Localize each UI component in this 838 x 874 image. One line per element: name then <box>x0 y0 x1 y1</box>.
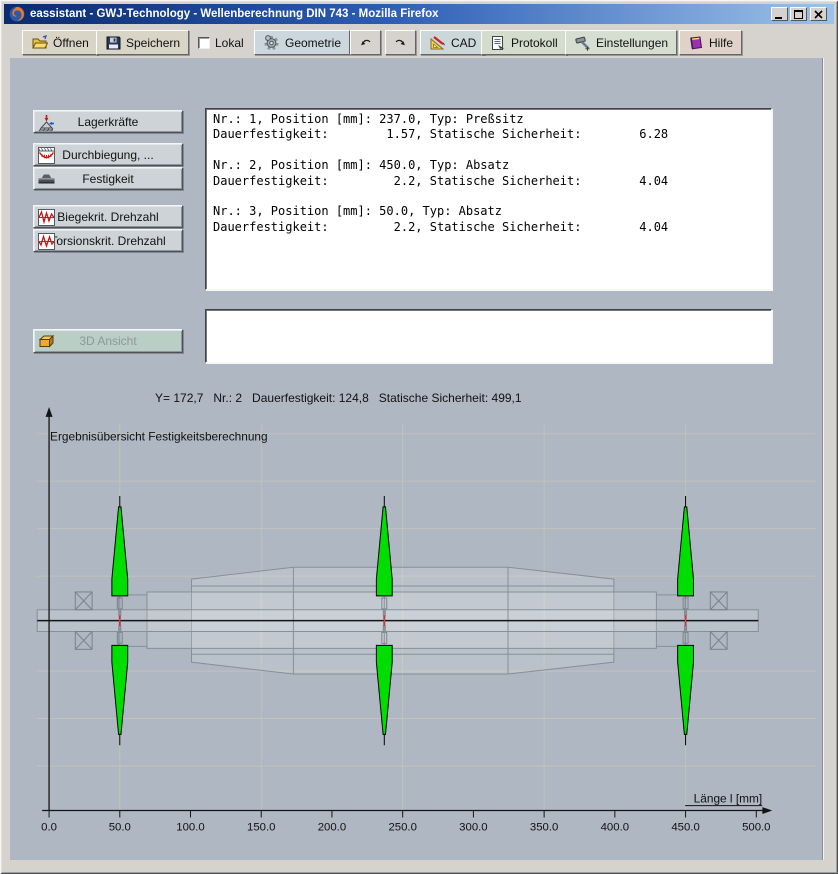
protokoll-button-label: Protokoll <box>511 35 558 50</box>
deflection-icon <box>38 147 55 164</box>
x-tick-label: 300.0 <box>459 821 487 833</box>
bearing-cross <box>709 631 728 650</box>
sidebar-item-label: Biegekrit. Drehzahl <box>57 209 159 224</box>
close-icon <box>814 9 823 19</box>
bearing-forces-icon <box>38 115 54 132</box>
pin-red-mark <box>118 615 121 620</box>
torsion-speed-icon <box>38 233 55 250</box>
lokal-checkbox-label: Lokal <box>215 35 244 50</box>
sidebar-item-3d-ansicht[interactable]: 3D Ansicht <box>33 329 183 353</box>
message-text <box>206 310 771 316</box>
open-folder-icon <box>32 34 48 48</box>
cube-3d-icon <box>38 334 55 348</box>
x-tick-label: 500.0 <box>742 821 770 833</box>
sidebar-item-biegekrit-drehzahl[interactable]: Biegekrit. Drehzahl <box>33 205 183 228</box>
x-axis-arrow <box>762 807 773 815</box>
lokal-checkbox[interactable] <box>198 36 210 49</box>
cad-button-label: CAD <box>451 35 477 50</box>
sidebar-item-torsionskrit-drehzahl[interactable]: Torsionskrit. Drehzahl <box>33 229 183 252</box>
x-tick-label: 450.0 <box>671 821 699 833</box>
einstellungen-button-label: Einstellungen <box>596 35 669 50</box>
geometrie-button-label: Geometrie <box>285 35 342 50</box>
strength-overview-chart[interactable]: 0.0 50.0 100.0 150.0 200.0 250.0 300.0 350.0 400… <box>0 405 838 860</box>
chart-status-line: Y= 172,7 Nr.: 2 Dauerfestigkeit: 124,8 S… <box>155 391 522 405</box>
strength-icon <box>38 174 55 184</box>
marker-spike-bottom <box>375 644 393 735</box>
undo-button[interactable] <box>350 30 381 55</box>
bearing-symbol <box>709 631 728 650</box>
undo-icon <box>361 39 371 45</box>
sidebar-item-label: Durchbiegung, ... <box>62 147 154 162</box>
bearing-symbol <box>74 591 93 611</box>
x-tick-label: 50.0 <box>109 821 131 833</box>
sidebar-item-label: 3D Ansicht <box>79 334 137 348</box>
chart-title: Ergebnisübersicht Festigkeitsberechnung <box>50 430 268 444</box>
maximize-button[interactable] <box>790 7 807 21</box>
bearing-cross <box>74 591 93 611</box>
pin-red-mark <box>383 621 386 626</box>
sidebar-item-durchbiegung[interactable]: Durchbiegung, ... <box>33 143 183 166</box>
sidebar-item-lagerkraefte[interactable]: Lagerkräfte <box>33 110 183 133</box>
minimize-icon <box>775 16 782 19</box>
pin-red-mark <box>684 615 687 620</box>
hilfe-button-label: Hilfe <box>709 35 734 50</box>
marker-spike-top <box>677 506 694 597</box>
cad-icon <box>430 35 445 49</box>
message-textarea[interactable] <box>205 309 772 363</box>
hilfe-button[interactable]: Hilfe <box>679 30 743 55</box>
marker-spike-bottom <box>111 644 129 735</box>
results-textarea[interactable]: Nr.: 1, Position [mm]: 237.0, Typ: Preßs… <box>205 108 772 290</box>
x-tick-label: 200.0 <box>318 821 346 833</box>
marker-spike-bottom <box>677 644 694 735</box>
x-tick-label: 350.0 <box>530 821 558 833</box>
x-tick-label: 150.0 <box>247 821 275 833</box>
bearing-cross <box>74 631 93 650</box>
x-tick-label: 100.0 <box>176 821 204 833</box>
minimize-button[interactable] <box>771 7 788 21</box>
marker-spike-top <box>375 506 393 597</box>
sidebar-item-label: Lagerkräfte <box>77 114 139 129</box>
protokoll-icon <box>492 35 505 50</box>
protokoll-button[interactable]: Protokoll <box>481 30 567 55</box>
sidebar-item-festigkeit[interactable]: Festigkeit <box>33 167 183 190</box>
bearing-symbol <box>709 591 728 611</box>
firefox-icon <box>9 6 25 22</box>
bending-speed-icon <box>38 209 55 226</box>
title-bar[interactable]: eassistant - GWJ-Technology - Wellenbere… <box>4 4 834 24</box>
bearing-cross <box>709 591 728 611</box>
lokal-checkbox-group[interactable]: Lokal <box>198 30 244 55</box>
sidebar-item-label: Festigkeit <box>82 171 134 186</box>
x-tick-label: 0.0 <box>41 821 57 833</box>
close-button[interactable] <box>810 7 827 21</box>
maximize-icon <box>794 9 803 19</box>
x-tick-label: 400.0 <box>601 821 629 833</box>
pin-red-mark <box>684 621 687 626</box>
save-floppy-icon <box>106 36 121 49</box>
gear-icon <box>264 35 279 51</box>
marker-spike-top <box>111 506 129 597</box>
tools-icon <box>575 36 590 51</box>
cad-button[interactable]: CAD <box>420 30 486 55</box>
save-button-label: Speichern <box>126 35 181 50</box>
sidebar-item-label: Torsionskrit. Drehzahl <box>50 233 166 248</box>
bearing-symbol <box>74 631 93 650</box>
y-axis-arrow <box>45 406 53 417</box>
help-book-icon <box>690 35 703 49</box>
pin-red-mark <box>383 615 386 620</box>
window-title: eassistant - GWJ-Technology - Wellenbere… <box>30 8 439 20</box>
geometrie-button[interactable]: Geometrie <box>254 30 351 55</box>
open-button[interactable]: Öffnen <box>22 30 98 55</box>
redo-icon <box>395 39 405 45</box>
einstellungen-button[interactable]: Einstellungen <box>565 30 678 55</box>
redo-button[interactable] <box>385 30 416 55</box>
results-text: Nr.: 1, Position [mm]: 237.0, Typ: Preßs… <box>213 112 669 234</box>
x-tick-label: 250.0 <box>388 821 416 833</box>
save-button[interactable]: Speichern <box>96 30 190 55</box>
pin-red-mark <box>118 621 121 626</box>
x-axis-label: Länge l [mm] <box>694 792 763 806</box>
open-button-label: Öffnen <box>53 35 89 50</box>
